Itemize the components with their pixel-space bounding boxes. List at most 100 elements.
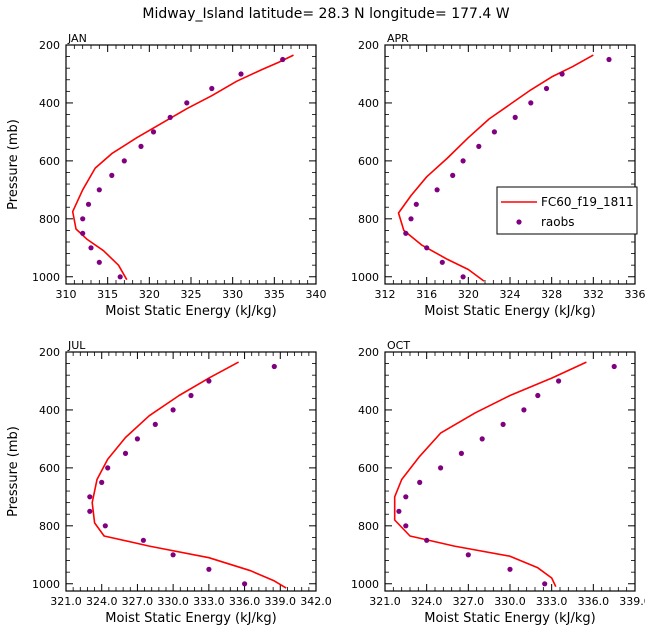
- raob-point: [242, 581, 248, 587]
- panel-label: APR: [387, 32, 409, 45]
- panels: 310 315 320 325 330 335 340 200 400 600 800 1000 JAN…: [6, 32, 645, 626]
- raob-point: [396, 508, 402, 514]
- raob-point: [491, 129, 497, 135]
- legend-obs-label: raobs: [541, 215, 575, 229]
- raob-point: [438, 465, 444, 471]
- raob-point: [85, 201, 92, 207]
- raob-point: [238, 71, 244, 77]
- y-tick-label: 1000: [351, 578, 379, 591]
- y-tick-label: 200: [358, 346, 379, 359]
- raob-point: [88, 245, 94, 251]
- x-axis-label: Moist Static Energy (kJ/kg): [424, 611, 595, 626]
- plot-frame: [384, 44, 636, 285]
- y-tick-label: 400: [39, 404, 60, 417]
- y-tick-label: 800: [39, 520, 60, 533]
- raob-point: [611, 363, 617, 370]
- raob-point: [465, 552, 471, 558]
- x-axis-label: Moist Static Energy (kJ/kg): [424, 304, 595, 319]
- y-tick-label: 600: [358, 462, 379, 475]
- x-tick-label: 324.0: [411, 595, 443, 608]
- y-tick-label: 1000: [351, 271, 379, 284]
- chart-panel-oct: 321.0 324.0 327.0 330.0 333.0 336.0 339.0 200 40…: [351, 339, 645, 626]
- y-tick-label: 800: [358, 213, 379, 226]
- raob-point: [559, 71, 565, 77]
- y-tick-label: 800: [39, 213, 60, 226]
- y-tick-label: 400: [358, 97, 379, 110]
- x-tick-label: 335: [264, 288, 285, 301]
- raob-point: [476, 143, 482, 149]
- legend-box: [496, 186, 638, 235]
- raob-point: [424, 245, 430, 251]
- raob-point: [121, 158, 127, 164]
- x-tick-label: 310: [56, 288, 77, 301]
- raob-point: [417, 479, 423, 485]
- raob-point: [134, 436, 140, 442]
- x-tick-label: 339.0: [619, 595, 645, 608]
- raob-point: [87, 508, 93, 514]
- x-tick-label: 336: [625, 288, 645, 301]
- raob-point: [556, 378, 562, 384]
- raob-point: [424, 537, 430, 543]
- plot-frame: [65, 351, 317, 592]
- y-tick-label: 400: [358, 404, 379, 417]
- x-tick-label: 325: [181, 288, 202, 301]
- x-tick-label: 328: [541, 288, 562, 301]
- x-tick-label: 336.0: [229, 595, 261, 608]
- y-tick-label: 400: [39, 97, 60, 110]
- raob-point: [528, 100, 534, 106]
- raob-point: [80, 230, 86, 236]
- raob-point: [403, 230, 409, 236]
- model-profile-line: [71, 54, 294, 281]
- raob-point: [535, 392, 541, 399]
- raob-point: [542, 581, 548, 587]
- raob-point: [521, 407, 527, 413]
- raob-point: [434, 187, 440, 193]
- model-profile-line: [393, 361, 587, 588]
- raob-point: [184, 100, 190, 106]
- legend-obs-swatch: [516, 219, 522, 225]
- raob-point: [403, 494, 409, 500]
- x-tick-label: 330.0: [157, 595, 189, 608]
- panel-label: JUL: [67, 339, 86, 352]
- raob-point: [99, 479, 105, 485]
- x-tick-label: 340: [306, 288, 327, 301]
- raob-point: [170, 407, 176, 413]
- x-tick-label: 339.0: [265, 595, 297, 608]
- x-tick-label: 327.0: [453, 595, 485, 608]
- raob-point: [188, 392, 194, 399]
- legend-model-label: FC60_f19_1811: [541, 195, 634, 209]
- x-axis-label: Moist Static Energy (kJ/kg): [105, 611, 276, 626]
- plot-frame: [65, 44, 317, 285]
- chart-panel-apr: 312 316 320 324 328 332 336 200 400 600 800 1000 APR…: [351, 32, 645, 319]
- raob-point: [460, 274, 466, 280]
- panel-label: OCT: [387, 339, 410, 352]
- x-tick-label: 336.0: [578, 595, 610, 608]
- raob-point: [460, 158, 466, 164]
- x-axis-label: Moist Static Energy (kJ/kg): [105, 304, 276, 319]
- raob-point: [102, 523, 108, 529]
- x-tick-label: 316: [416, 288, 437, 301]
- raob-point: [450, 172, 456, 178]
- y-axis-label: Pressure (mb): [6, 426, 21, 517]
- x-tick-label: 321.0: [50, 595, 82, 608]
- raob-point: [543, 85, 550, 92]
- raob-point: [96, 187, 102, 193]
- y-tick-label: 600: [39, 155, 60, 168]
- x-tick-label: 327.0: [122, 595, 154, 608]
- raob-point: [105, 465, 111, 471]
- y-tick-label: 600: [39, 462, 60, 475]
- y-tick-label: 200: [358, 39, 379, 52]
- x-tick-label: 320: [458, 288, 479, 301]
- raob-point: [150, 129, 157, 135]
- raob-point: [109, 172, 115, 178]
- raob-point: [96, 259, 102, 265]
- raob-point: [152, 421, 158, 427]
- y-tick-label: 800: [358, 520, 379, 533]
- raob-point: [117, 274, 123, 280]
- panel-label: JAN: [67, 32, 87, 45]
- x-tick-label: 330: [222, 288, 243, 301]
- raob-point: [280, 56, 286, 63]
- x-tick-label: 333.0: [536, 595, 568, 608]
